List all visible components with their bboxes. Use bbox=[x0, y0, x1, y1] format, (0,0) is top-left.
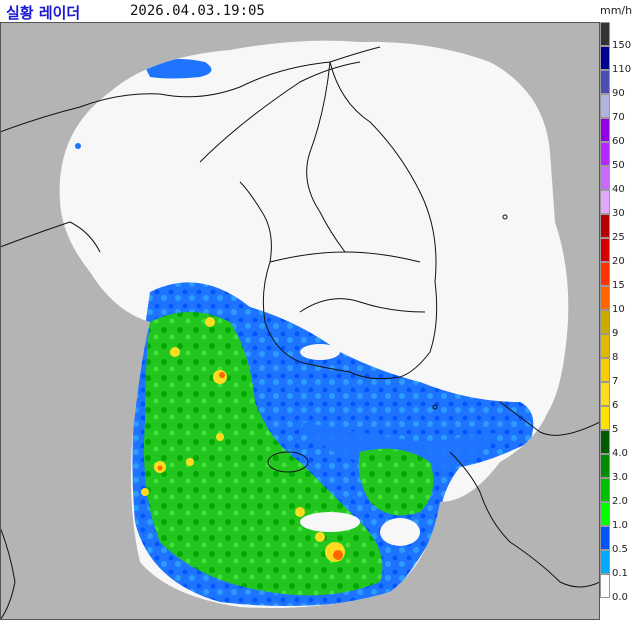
legend-label: 40 bbox=[612, 184, 625, 195]
legend-label: 25 bbox=[612, 232, 625, 243]
legend-item: 70 bbox=[600, 94, 635, 123]
legend-swatch bbox=[600, 142, 610, 166]
legend-label: 5 bbox=[612, 424, 619, 435]
legend-item: 7 bbox=[600, 358, 635, 387]
legend-label: 60 bbox=[612, 136, 625, 147]
legend-item: 10 bbox=[600, 286, 635, 315]
legend-item: 5 bbox=[600, 406, 635, 435]
legend-item: 60 bbox=[600, 118, 635, 147]
legend-label: 8 bbox=[612, 352, 619, 363]
legend-swatch bbox=[600, 430, 610, 454]
header: 실황 레이더 2026.04.03.19:05 bbox=[0, 0, 600, 22]
legend-item: 25 bbox=[600, 214, 635, 243]
legend-item: 0.1 bbox=[600, 550, 635, 579]
legend-swatch bbox=[600, 574, 610, 598]
legend-swatch bbox=[600, 190, 610, 214]
legend-swatch bbox=[600, 166, 610, 190]
legend-label: 0.0 bbox=[612, 592, 628, 603]
legend-item: 2.0 bbox=[600, 478, 635, 507]
legend-swatch bbox=[600, 214, 610, 238]
legend-item: 110 bbox=[600, 46, 635, 75]
legend-label: 9 bbox=[612, 328, 619, 339]
legend-label: 20 bbox=[612, 256, 625, 267]
legend-label: 0.5 bbox=[612, 544, 628, 555]
legend-swatch bbox=[600, 334, 610, 358]
legend-item: 50 bbox=[600, 142, 635, 171]
legend-item: 15 bbox=[600, 262, 635, 291]
radar-map[interactable] bbox=[0, 22, 600, 620]
precipitation-legend: 150 110 90 70 60 50 40 30 25 20 15 10 9 8 7 6 5 4.0 3.0 2.0… bbox=[600, 22, 635, 606]
legend-label: 3.0 bbox=[612, 472, 628, 483]
legend-swatch bbox=[600, 118, 610, 142]
coastline-layer bbox=[0, 46, 600, 620]
legend-item: 30 bbox=[600, 190, 635, 219]
legend-label: 6 bbox=[612, 400, 619, 411]
legend-label: 30 bbox=[612, 208, 625, 219]
legend-swatch bbox=[600, 238, 610, 262]
legend-label: 7 bbox=[612, 376, 619, 387]
legend-item: 40 bbox=[600, 166, 635, 195]
legend-swatch bbox=[600, 526, 610, 550]
legend-label: 4.0 bbox=[612, 448, 628, 459]
legend-label: 110 bbox=[612, 64, 632, 75]
legend-swatch bbox=[600, 406, 610, 430]
legend-label: 1.0 bbox=[612, 520, 628, 531]
legend-swatch bbox=[600, 478, 610, 502]
legend-label: 15 bbox=[612, 280, 625, 291]
legend-label: 90 bbox=[612, 88, 625, 99]
legend-swatch bbox=[600, 262, 610, 286]
legend-item: 9 bbox=[600, 310, 635, 339]
legend-item: 8 bbox=[600, 334, 635, 363]
legend-swatch bbox=[600, 310, 610, 334]
legend-swatch bbox=[600, 550, 610, 574]
legend-item: 90 bbox=[600, 70, 635, 99]
legend-swatch bbox=[600, 358, 610, 382]
legend-label: 10 bbox=[612, 304, 625, 315]
legend-item: 0.5 bbox=[600, 526, 635, 555]
legend-label: 150 bbox=[612, 40, 632, 51]
legend-swatch bbox=[600, 94, 610, 118]
legend-item: 0.0 bbox=[600, 574, 635, 603]
legend-item: 6 bbox=[600, 382, 635, 411]
legend-item: 4.0 bbox=[600, 430, 635, 459]
legend-swatch bbox=[600, 46, 610, 70]
legend-label: 0.1 bbox=[612, 568, 628, 579]
legend-label: 50 bbox=[612, 160, 625, 171]
legend-item: 150 bbox=[600, 22, 635, 51]
legend-swatch bbox=[600, 502, 610, 526]
legend-item: 3.0 bbox=[600, 454, 635, 483]
precipitation-layer bbox=[75, 58, 534, 606]
legend-swatch bbox=[600, 286, 610, 310]
legend-swatch bbox=[600, 70, 610, 94]
legend-swatch bbox=[600, 454, 610, 478]
timestamp: 2026.04.03.19:05 bbox=[130, 3, 265, 19]
legend-item: 20 bbox=[600, 238, 635, 267]
legend-item: 1.0 bbox=[600, 502, 635, 531]
legend-label: 70 bbox=[612, 112, 625, 123]
map-title: 실황 레이더 bbox=[6, 4, 81, 22]
legend-unit: mm/h bbox=[600, 4, 633, 17]
legend-label: 2.0 bbox=[612, 496, 628, 507]
legend-swatch bbox=[600, 22, 610, 46]
legend-swatch bbox=[600, 382, 610, 406]
